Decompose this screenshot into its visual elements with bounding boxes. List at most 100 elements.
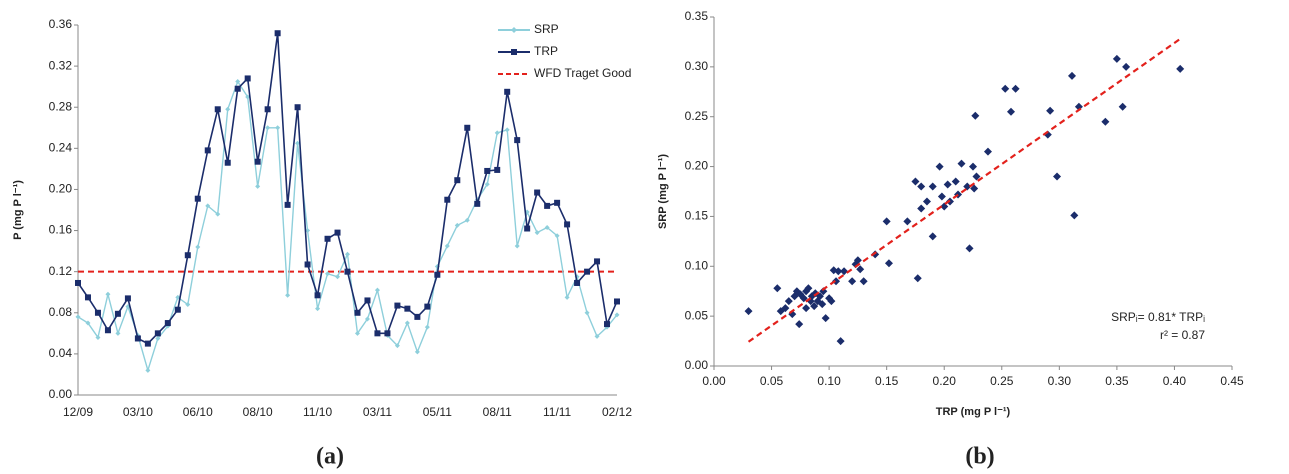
point bbox=[484, 167, 491, 174]
point bbox=[604, 321, 611, 328]
point bbox=[773, 284, 782, 293]
point bbox=[804, 284, 813, 293]
point bbox=[818, 300, 827, 309]
point bbox=[434, 271, 441, 278]
point bbox=[917, 204, 926, 213]
point bbox=[832, 277, 841, 286]
point bbox=[255, 183, 261, 189]
point bbox=[224, 159, 231, 166]
point bbox=[214, 106, 221, 113]
point bbox=[285, 292, 291, 298]
point bbox=[1067, 71, 1076, 80]
y-tick-label: 0.08 bbox=[49, 305, 73, 319]
point bbox=[464, 217, 470, 223]
point bbox=[374, 287, 380, 293]
point bbox=[972, 172, 981, 181]
point bbox=[234, 85, 241, 92]
point bbox=[928, 182, 937, 191]
point bbox=[744, 307, 753, 316]
point bbox=[275, 125, 281, 131]
point bbox=[784, 297, 793, 306]
x-tick-label: 06/10 bbox=[183, 405, 213, 419]
x-tick-label: 0.00 bbox=[702, 374, 726, 388]
point bbox=[204, 147, 211, 154]
y-tick-label: 0.25 bbox=[685, 109, 709, 123]
point bbox=[254, 158, 261, 165]
point bbox=[882, 217, 891, 226]
y-tick-label: 0.05 bbox=[685, 308, 709, 322]
point bbox=[75, 314, 81, 320]
point bbox=[1046, 106, 1055, 115]
point bbox=[184, 252, 191, 259]
point bbox=[594, 258, 601, 265]
point bbox=[245, 94, 251, 100]
y-tick-label: 0.30 bbox=[685, 59, 709, 73]
point bbox=[294, 104, 301, 111]
point bbox=[114, 310, 121, 317]
point bbox=[424, 324, 430, 330]
x-axis-title: TRP (mg P l⁻¹) bbox=[936, 406, 1011, 418]
point bbox=[574, 279, 581, 286]
point bbox=[215, 211, 221, 217]
trendline bbox=[747, 37, 1181, 343]
point bbox=[144, 340, 151, 347]
point bbox=[504, 88, 511, 95]
point bbox=[444, 243, 450, 249]
point bbox=[922, 197, 931, 206]
point bbox=[544, 224, 550, 230]
point bbox=[85, 320, 91, 326]
point bbox=[943, 180, 952, 189]
x-tick-label: 11/11 bbox=[543, 405, 572, 419]
x-tick-label: 05/11 bbox=[423, 405, 452, 419]
point bbox=[848, 277, 857, 286]
point bbox=[957, 159, 966, 168]
point bbox=[524, 225, 531, 232]
point bbox=[970, 184, 979, 193]
point bbox=[1070, 211, 1079, 220]
point bbox=[1053, 172, 1062, 181]
point bbox=[235, 79, 241, 85]
point bbox=[195, 244, 201, 250]
point bbox=[856, 265, 865, 274]
series-line bbox=[77, 79, 618, 373]
point bbox=[534, 189, 541, 196]
y-axis-title: P (mg P l⁻¹) bbox=[12, 180, 24, 240]
point bbox=[314, 292, 321, 299]
point bbox=[494, 130, 500, 136]
point bbox=[584, 310, 590, 316]
point bbox=[1101, 117, 1110, 126]
point bbox=[834, 267, 843, 276]
y-tick-label: 0.35 bbox=[685, 9, 709, 23]
point bbox=[454, 222, 460, 228]
x-tick-label: 0.05 bbox=[760, 374, 784, 388]
point bbox=[154, 330, 161, 337]
y-tick-label: 0.12 bbox=[49, 264, 73, 278]
y-tick-label: 0.04 bbox=[49, 346, 73, 360]
point bbox=[853, 256, 862, 265]
point bbox=[264, 106, 271, 113]
point bbox=[1118, 102, 1127, 111]
point bbox=[164, 320, 171, 327]
point bbox=[827, 297, 836, 306]
point bbox=[554, 233, 560, 239]
point bbox=[84, 294, 91, 301]
point bbox=[374, 330, 381, 337]
point bbox=[284, 201, 291, 208]
point bbox=[871, 250, 880, 259]
point bbox=[917, 182, 926, 191]
point bbox=[474, 200, 481, 207]
annotation: r² = 0.87 bbox=[1160, 328, 1205, 342]
point bbox=[504, 127, 510, 133]
point bbox=[414, 349, 420, 355]
point bbox=[802, 304, 811, 313]
point bbox=[404, 320, 410, 326]
point bbox=[444, 196, 451, 203]
point bbox=[145, 367, 151, 373]
point bbox=[1006, 107, 1015, 116]
point bbox=[514, 243, 520, 249]
point bbox=[414, 313, 421, 320]
legend-label: SRP bbox=[534, 22, 559, 36]
point bbox=[911, 177, 920, 186]
point bbox=[104, 327, 111, 334]
